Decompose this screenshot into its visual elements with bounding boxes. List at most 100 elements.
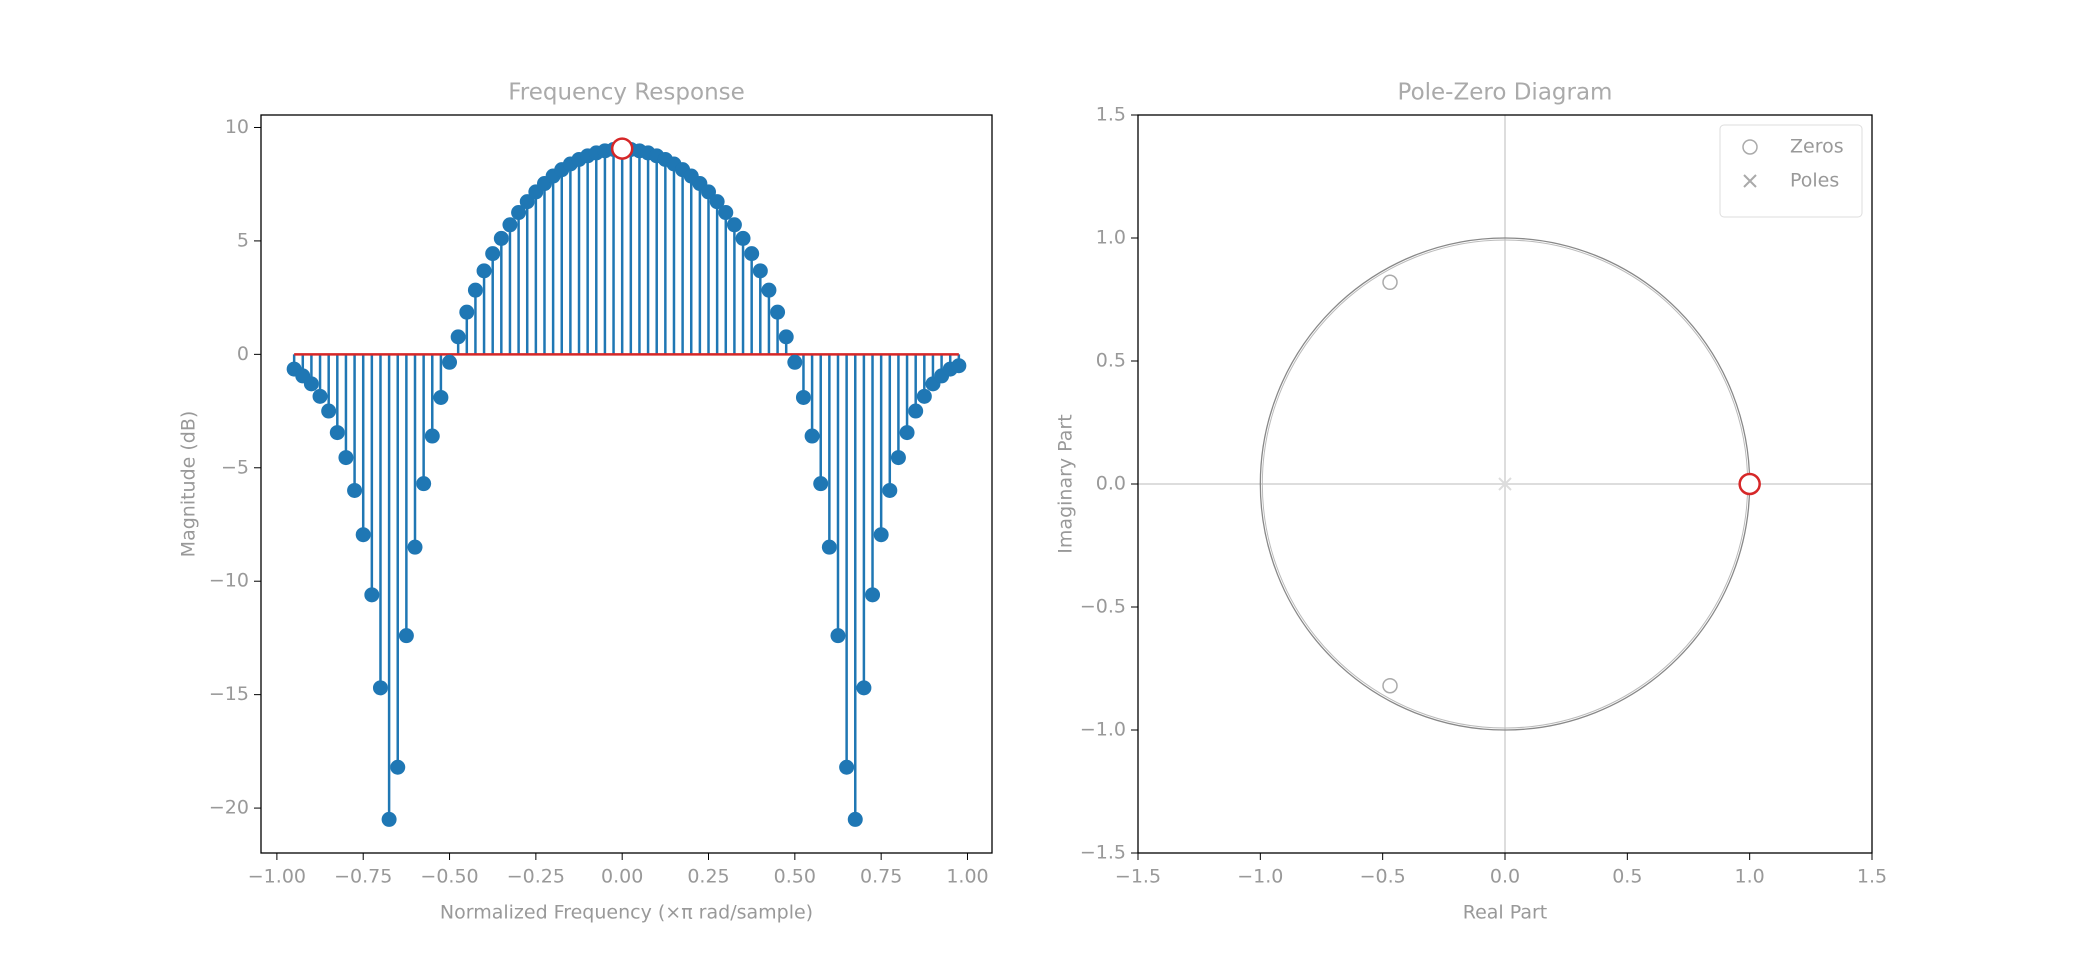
y-tick-label: −0.5 (1080, 596, 1126, 618)
stem-marker (493, 230, 509, 246)
stem-marker (839, 759, 855, 775)
stem-marker (821, 539, 837, 555)
x-tick-label: 0.25 (687, 866, 729, 888)
y-tick-label: −20 (209, 797, 249, 819)
legend: Zeros Poles (1719, 124, 1863, 218)
x-tick-label: 1.0 (1735, 866, 1765, 888)
x-tick-label: 0.00 (601, 866, 643, 888)
stem-marker (442, 354, 458, 370)
highlight-marker (610, 137, 634, 160)
y-tick-label: −1.0 (1080, 719, 1126, 741)
y-axis-label: Imaginary Part (1055, 414, 1077, 553)
y-tick-label: 1.5 (1096, 104, 1126, 126)
x-tick-label: 0.5 (1612, 866, 1642, 888)
stem-marker (511, 205, 527, 221)
x-tick-label: −1.0 (1237, 866, 1283, 888)
stem-marker (761, 282, 777, 298)
stem-marker (347, 482, 363, 498)
chart-panel: Pole-Zero Diagram Real Part Imaginary Part… (1055, 80, 1888, 924)
axes-frame (260, 114, 993, 854)
highlight-marker (1738, 472, 1761, 496)
stem-marker (752, 263, 768, 279)
legend-label: Zeros (1790, 136, 1844, 158)
stem-marker (778, 329, 794, 345)
y-tick-label: −5 (221, 456, 249, 478)
chart-title: Frequency Response (508, 80, 745, 106)
stem-marker (519, 194, 535, 210)
stem-marker (951, 358, 967, 374)
y-tick-label: −10 (209, 570, 249, 592)
stem-marker (813, 476, 829, 492)
x-axis-label: Normalized Frequency (×π rad/sample) (440, 902, 813, 924)
y-tick-label: 1.0 (1096, 227, 1126, 249)
stem-marker (718, 205, 734, 221)
x-tick-label: −1.5 (1115, 866, 1161, 888)
zero-marker (1382, 677, 1398, 694)
stem-marker (856, 680, 872, 696)
stem-marker (735, 230, 751, 246)
zero-marker (1382, 274, 1398, 291)
x-tick-label: 0.0 (1490, 866, 1520, 888)
stem-marker (770, 304, 786, 320)
pole-marker (1498, 477, 1512, 491)
x-axis-label: Real Part (1463, 902, 1548, 924)
stem-marker (873, 527, 889, 543)
stem-marker (467, 282, 483, 298)
stem-marker (312, 388, 328, 404)
stem-marker (364, 587, 380, 603)
stem-marker (329, 425, 345, 441)
x-tick-label: 0.75 (860, 866, 902, 888)
stem-marker (338, 450, 354, 466)
stem-marker (502, 217, 518, 233)
chart-panel: Frequency Response Normalized Frequency (… (178, 80, 993, 924)
stem-marker (890, 450, 906, 466)
stem-marker (424, 428, 440, 444)
legend-swatch (1742, 139, 1758, 155)
y-tick-label: −1.5 (1080, 842, 1126, 864)
stem-marker (847, 811, 863, 827)
stem-marker (882, 482, 898, 498)
x-tick-label: 0.50 (774, 866, 816, 888)
axes-frame (1137, 114, 1873, 854)
stem-marker (433, 389, 449, 405)
y-tick-label: −15 (209, 683, 249, 705)
stem-marker (407, 539, 423, 555)
y-axis-label: Magnitude (dB) (178, 411, 200, 558)
stem-marker (726, 217, 742, 233)
y-tick-label: 0.0 (1096, 473, 1126, 495)
stem-marker (916, 388, 932, 404)
stem-marker (398, 628, 414, 644)
legend-label: Poles (1790, 170, 1839, 192)
x-tick-label: −0.25 (507, 866, 565, 888)
legend-swatch (1743, 174, 1757, 188)
stem-marker (908, 403, 924, 419)
chart-title: Pole-Zero Diagram (1398, 80, 1613, 106)
y-tick-label: 5 (237, 229, 249, 251)
legend-box (1719, 124, 1863, 218)
x-tick-label: −0.75 (334, 866, 392, 888)
stem-marker (390, 759, 406, 775)
stem-marker (372, 680, 388, 696)
stem-marker (701, 184, 717, 200)
stem-marker (795, 389, 811, 405)
stem-marker (804, 428, 820, 444)
x-tick-label: −0.50 (420, 866, 478, 888)
stem-marker (355, 527, 371, 543)
stem-marker (459, 304, 475, 320)
stem-marker (709, 194, 725, 210)
stem-marker (787, 354, 803, 370)
y-tick-label: 10 (225, 116, 249, 138)
x-tick-label: −0.5 (1360, 866, 1406, 888)
x-tick-label: 1.5 (1857, 866, 1887, 888)
stem-marker (830, 628, 846, 644)
stem-marker (899, 425, 915, 441)
stem-marker (381, 811, 397, 827)
stem-marker (416, 476, 432, 492)
stem-marker (476, 263, 492, 279)
x-tick-label: 1.00 (946, 866, 988, 888)
stem-marker (485, 246, 501, 262)
y-tick-label: 0 (237, 343, 249, 365)
stem-marker (321, 403, 337, 419)
stem-marker (744, 246, 760, 262)
